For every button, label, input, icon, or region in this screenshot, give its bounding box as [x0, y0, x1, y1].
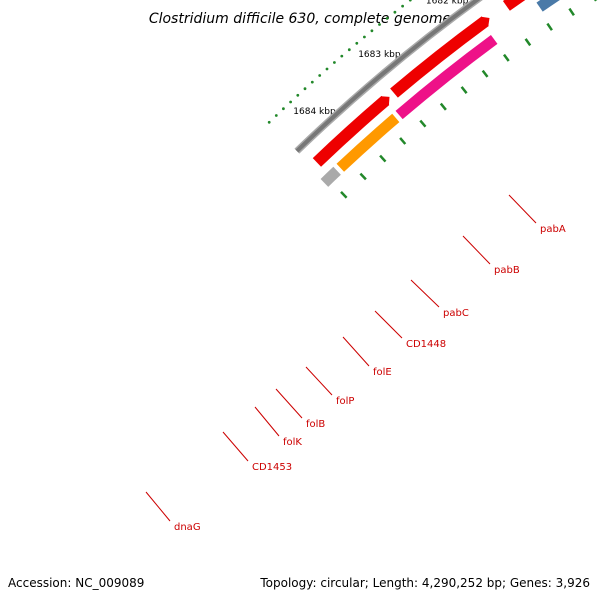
gene-label-folb: folB — [306, 419, 325, 430]
gene-leader-line — [222, 431, 249, 462]
gene-label-fole: folE — [373, 367, 392, 378]
ruler-label: 1683 kbp — [358, 50, 401, 60]
genome-stats-text: Topology: circular; Length: 4,290,252 bp… — [260, 576, 590, 590]
reverse-gene-bar — [336, 113, 400, 172]
reverse-strand-genes — [320, 0, 560, 187]
inner-tick-marks — [340, 0, 598, 199]
inner-tick — [399, 137, 407, 145]
ruler-dot — [378, 23, 381, 26]
gene-label-pabb: pabB — [494, 265, 520, 276]
ruler-dot — [363, 35, 366, 39]
gene-leader-line — [275, 388, 303, 419]
ruler-dot — [370, 29, 374, 33]
inner-tick — [419, 119, 427, 128]
ruler-kbp-labels: 1675 kbp1676 kbp1677 kbp1678 kbp1679 kbp… — [293, 0, 469, 117]
gene-label-pabc: pabC — [443, 308, 469, 319]
inner-tick — [524, 38, 532, 47]
inner-tick — [359, 172, 367, 181]
ruler-dot — [282, 107, 285, 111]
ruler-dot — [289, 100, 292, 104]
ruler-dot — [385, 17, 389, 20]
ruler-dot — [325, 67, 329, 71]
ruler-label: 1682 kbp — [426, 0, 469, 7]
gene-leader-line — [462, 235, 491, 265]
reverse-gene-bar — [395, 34, 498, 120]
gene-leader-line — [145, 491, 171, 522]
gene-labels: pabA pabB pabC CD1448 folE folP folB folK CD1453… — [145, 194, 566, 533]
gene-leader-line — [410, 279, 440, 308]
outer-ruler-dots — [267, 0, 412, 124]
gene-label-dnag: dnaG — [174, 522, 201, 533]
inner-tick — [546, 22, 553, 31]
ruler-dot — [310, 80, 314, 84]
inner-tick — [502, 53, 510, 62]
gene-label-cd1453: CD1453 — [252, 462, 292, 473]
reverse-gene-bar — [320, 166, 341, 187]
ruler-dot — [274, 114, 278, 117]
ruler-dot — [340, 54, 344, 58]
ruler-label: 1684 kbp — [293, 107, 336, 117]
forward-gene-arrowhead — [481, 16, 490, 27]
genome-backbone — [294, 0, 483, 154]
gene-label-paba: pabA — [540, 224, 566, 235]
inner-tick — [481, 69, 489, 78]
accession-text: Accession: NC_009089 — [8, 576, 145, 590]
reverse-gene-bar — [536, 0, 560, 12]
ruler-dot — [355, 41, 359, 45]
inner-tick — [439, 102, 447, 111]
gene-label-cd1448: CD1448 — [406, 339, 446, 350]
gene-leader-line — [508, 194, 537, 224]
ruler-dot — [333, 61, 336, 64]
inner-tick — [460, 86, 468, 94]
forward-strand-genes — [312, 0, 526, 167]
gene-label-folk: folK — [283, 437, 302, 448]
map-title: Clostridium difficile 630, complete geno… — [149, 11, 451, 27]
ruler-dot — [347, 48, 351, 52]
ruler-dot — [408, 0, 412, 2]
ruler-dot — [296, 93, 300, 97]
inner-tick — [568, 7, 575, 16]
gene-leader-line — [374, 310, 403, 339]
forward-gene-arrow — [502, 0, 526, 11]
ruler-dot — [267, 120, 271, 124]
ruler-dot — [401, 4, 404, 8]
backbone-line — [295, 0, 481, 153]
gene-leader-line — [254, 406, 280, 437]
inner-tick — [340, 191, 348, 199]
gene-label-folp: folP — [336, 396, 354, 407]
ruler-dot — [303, 87, 307, 91]
gene-leader-line — [342, 336, 370, 367]
inner-tick — [594, 0, 598, 2]
gene-leader-line — [305, 366, 333, 396]
forward-gene-arrowhead — [381, 96, 390, 106]
inner-tick — [379, 154, 387, 163]
ruler-dot — [393, 10, 397, 14]
ruler-dot — [318, 74, 322, 77]
